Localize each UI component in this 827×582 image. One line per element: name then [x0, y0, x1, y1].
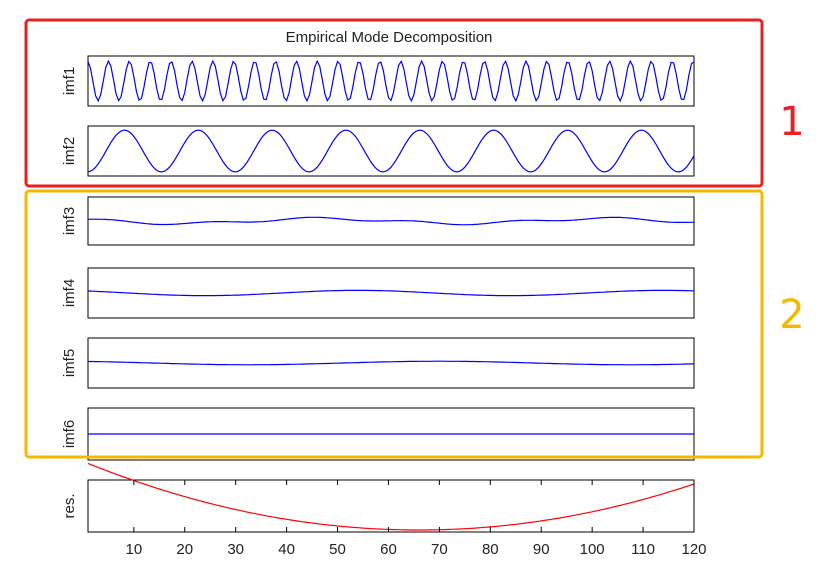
panels: imf1 imf2 imf3 imf4 imf5 imf6 res.	[61, 55, 695, 533]
panel-imf6: imf6	[61, 407, 695, 461]
panel-imf1: imf1	[61, 55, 695, 107]
x-tick-label: 90	[533, 541, 550, 558]
panel-frame	[87, 479, 695, 533]
x-tick-label: 50	[329, 541, 346, 558]
panel-imf4: imf4	[61, 267, 695, 319]
x-tick-label: 80	[482, 541, 499, 558]
panel-frame	[87, 337, 695, 389]
series-line-imf5	[88, 360, 694, 366]
panel-frame	[87, 267, 695, 319]
panel-ylabel: imf4	[61, 279, 78, 307]
x-axis-ticks: 10 20 30 40 50 60 70 80 90 100 110 120	[125, 541, 706, 558]
series-line-imf4	[87, 289, 695, 297]
panel-imf3: imf3	[61, 196, 695, 246]
x-tick-label: 10	[125, 541, 142, 558]
x-tick-label: 20	[176, 541, 193, 558]
x-tick-label: 120	[681, 541, 706, 558]
group-2-box	[24, 189, 764, 459]
group-1-label: 1	[779, 99, 804, 145]
panel-ylabel: imf5	[61, 349, 78, 377]
panel-ylabel: res.	[61, 493, 78, 518]
panel-res: res.	[61, 462, 695, 533]
series-line-imf1	[87, 59, 695, 103]
x-tick-label: 30	[227, 541, 244, 558]
series-line-res	[87, 462, 695, 531]
x-tick-label: 100	[580, 541, 605, 558]
panel-frame	[87, 125, 695, 177]
x-tick-label: 60	[380, 541, 397, 558]
panel-ylabel: imf1	[61, 67, 78, 95]
x-tick-label: 110	[631, 541, 655, 558]
group-2-label: 2	[779, 292, 804, 338]
panel-imf2: imf2	[61, 125, 695, 177]
series-line-imf2	[87, 129, 695, 173]
panel-imf5: imf5	[61, 337, 695, 389]
panel-frame	[87, 55, 695, 107]
x-tick-label: 70	[431, 541, 448, 558]
series-line-imf3	[88, 216, 695, 226]
group-1-box	[24, 18, 764, 188]
panel-ylabel: imf6	[61, 420, 78, 448]
chart-title: Empirical Mode Decomposition	[286, 29, 493, 46]
panel-ylabel: imf2	[61, 137, 78, 165]
panel-ylabel: imf3	[61, 207, 78, 235]
x-tick-label: 40	[278, 541, 295, 558]
